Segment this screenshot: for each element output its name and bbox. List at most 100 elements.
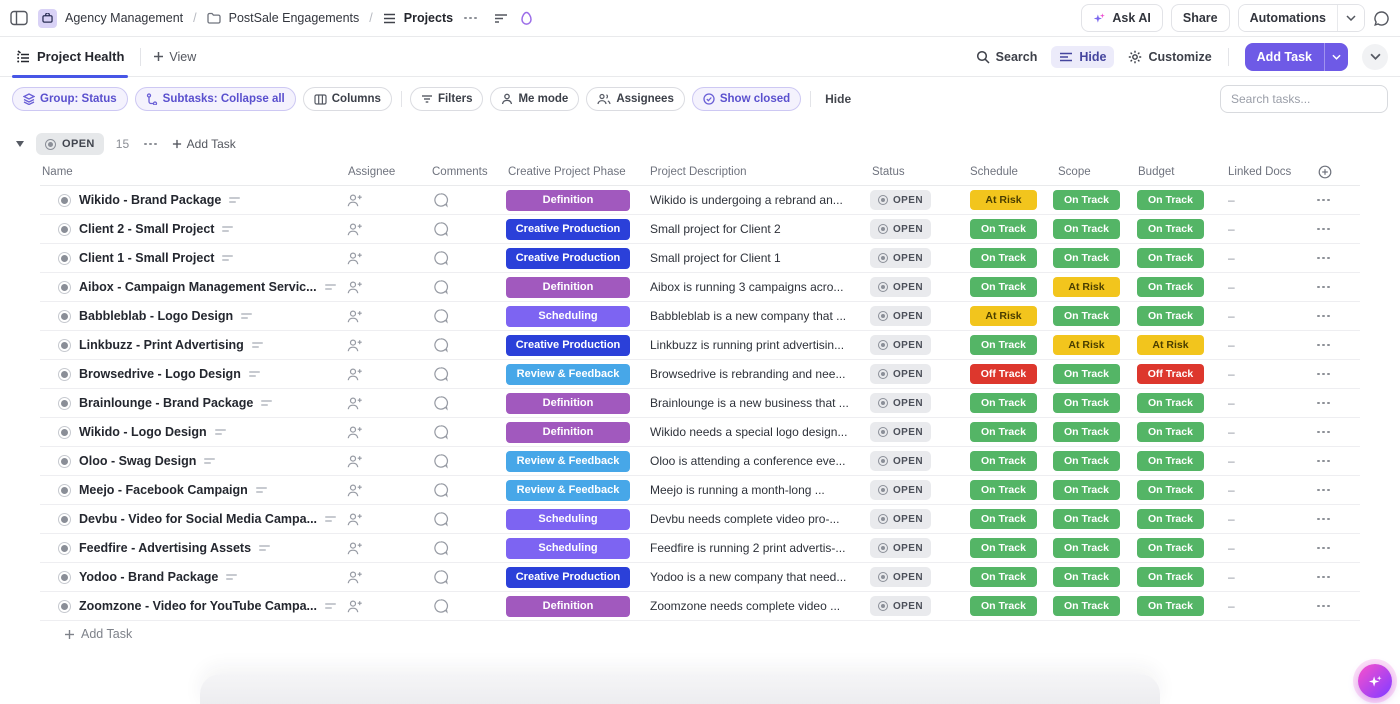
scope-cell[interactable]: On Track xyxy=(1046,393,1130,413)
assignee-cell[interactable] xyxy=(340,338,424,353)
budget-cell[interactable]: On Track xyxy=(1130,451,1214,471)
phase-cell[interactable]: Review & Feedback xyxy=(504,479,634,501)
status-cell[interactable]: OPEN xyxy=(856,509,960,529)
task-name[interactable]: Oloo - Swag Design xyxy=(79,454,197,468)
columns-pill[interactable]: Columns xyxy=(302,87,392,111)
assignee-cell[interactable] xyxy=(340,251,424,266)
schedule-cell[interactable]: At Risk xyxy=(960,190,1046,210)
hide-fields-button[interactable]: Hide xyxy=(1051,45,1115,68)
comments-cell[interactable] xyxy=(424,366,504,382)
assignee-cell[interactable] xyxy=(340,280,424,295)
task-name[interactable]: Wikido - Brand Package xyxy=(79,193,222,207)
linked-docs-cell[interactable]: – xyxy=(1228,280,1235,294)
phase-cell[interactable]: Creative Production xyxy=(504,334,634,356)
task-status-icon[interactable] xyxy=(58,367,71,381)
comments-cell[interactable] xyxy=(424,424,504,440)
assignee-cell[interactable] xyxy=(340,541,424,556)
table-row[interactable]: Meejo - Facebook Campaign Review & Feedb… xyxy=(40,476,1360,505)
task-name[interactable]: Zoomzone - Video for YouTube Campa... xyxy=(79,599,317,613)
assignee-cell[interactable] xyxy=(340,454,424,469)
phase-cell[interactable]: Definition xyxy=(504,392,634,414)
status-cell[interactable]: OPEN xyxy=(856,567,960,587)
budget-cell[interactable]: On Track xyxy=(1130,567,1214,587)
project-description[interactable]: Wikido is undergoing a rebrand an... xyxy=(650,193,843,207)
row-more-button[interactable] xyxy=(1312,372,1360,376)
project-description[interactable]: Devbu needs complete video pro-... xyxy=(650,512,840,526)
budget-cell[interactable]: On Track xyxy=(1130,277,1214,297)
task-status-icon[interactable] xyxy=(58,338,71,352)
linked-docs-cell[interactable]: – xyxy=(1228,396,1235,410)
linked-docs-cell[interactable]: – xyxy=(1228,425,1235,439)
automation-egg-icon[interactable] xyxy=(520,11,533,26)
schedule-cell[interactable]: On Track xyxy=(960,219,1046,239)
budget-cell[interactable]: On Track xyxy=(1130,219,1214,239)
schedule-cell[interactable]: On Track xyxy=(960,393,1046,413)
row-more-button[interactable] xyxy=(1312,314,1360,318)
phase-cell[interactable]: Definition xyxy=(504,276,634,298)
schedule-cell[interactable]: On Track xyxy=(960,509,1046,529)
scope-cell[interactable]: On Track xyxy=(1046,190,1130,210)
comments-cell[interactable] xyxy=(424,569,504,585)
status-cell[interactable]: OPEN xyxy=(856,335,960,355)
phase-cell[interactable]: Scheduling xyxy=(504,508,634,530)
linked-docs-cell[interactable]: – xyxy=(1228,570,1235,584)
row-more-button[interactable] xyxy=(1312,488,1360,492)
breadcrumb-workspace[interactable]: Agency Management xyxy=(65,11,184,25)
comments-cell[interactable] xyxy=(424,453,504,469)
status-cell[interactable]: OPEN xyxy=(856,277,960,297)
breadcrumb-folder[interactable]: PostSale Engagements xyxy=(228,11,360,25)
column-header-description[interactable]: Project Description xyxy=(650,165,747,178)
scope-cell[interactable]: On Track xyxy=(1046,364,1130,384)
row-more-button[interactable] xyxy=(1312,401,1360,405)
status-cell[interactable]: OPEN xyxy=(856,393,960,413)
assignee-cell[interactable] xyxy=(340,222,424,237)
budget-cell[interactable]: On Track xyxy=(1130,190,1214,210)
project-description[interactable]: Small project for Client 2 xyxy=(650,222,781,236)
assignee-cell[interactable] xyxy=(340,396,424,411)
linked-docs-cell[interactable]: – xyxy=(1228,193,1235,207)
sort-lines-icon[interactable] xyxy=(494,13,508,24)
task-name[interactable]: Wikido - Logo Design xyxy=(79,425,207,439)
assignee-cell[interactable] xyxy=(340,193,424,208)
status-cell[interactable]: OPEN xyxy=(856,538,960,558)
schedule-cell[interactable]: On Track xyxy=(960,596,1046,616)
comments-cell[interactable] xyxy=(424,221,504,237)
table-row[interactable]: Brainlounge - Brand Package Definition B… xyxy=(40,389,1360,418)
schedule-cell[interactable]: On Track xyxy=(960,422,1046,442)
task-status-icon[interactable] xyxy=(58,512,71,526)
status-cell[interactable]: OPEN xyxy=(856,364,960,384)
linked-docs-cell[interactable]: – xyxy=(1228,309,1235,323)
task-name[interactable]: Babbleblab - Logo Design xyxy=(79,309,234,323)
project-description[interactable]: Linkbuzz is running print advertisin... xyxy=(650,338,845,352)
customize-button[interactable]: Customize xyxy=(1128,50,1212,64)
budget-cell[interactable]: On Track xyxy=(1130,480,1214,500)
assignee-cell[interactable] xyxy=(340,512,424,527)
row-more-button[interactable] xyxy=(1312,430,1360,434)
task-status-icon[interactable] xyxy=(58,425,71,439)
task-status-icon[interactable] xyxy=(58,483,71,497)
task-name[interactable]: Aibox - Campaign Management Servic... xyxy=(79,280,317,294)
task-name[interactable]: Yodoo - Brand Package xyxy=(79,570,219,584)
add-column-button[interactable] xyxy=(1312,165,1360,179)
phase-cell[interactable]: Creative Production xyxy=(504,566,634,588)
schedule-cell[interactable]: On Track xyxy=(960,335,1046,355)
status-cell[interactable]: OPEN xyxy=(856,306,960,326)
row-more-button[interactable] xyxy=(1312,285,1360,289)
row-more-button[interactable] xyxy=(1312,546,1360,550)
project-description[interactable]: Zoomzone needs complete video ... xyxy=(650,599,841,613)
linked-docs-cell[interactable]: – xyxy=(1228,454,1235,468)
task-name[interactable]: Feedfire - Advertising Assets xyxy=(79,541,252,555)
add-task-chevron-icon[interactable] xyxy=(1324,42,1348,71)
project-description[interactable]: Wikido needs a special logo design... xyxy=(650,425,848,439)
phase-cell[interactable]: Scheduling xyxy=(504,537,634,559)
share-button[interactable]: Share xyxy=(1170,4,1230,32)
comments-cell[interactable] xyxy=(424,482,504,498)
budget-cell[interactable]: On Track xyxy=(1130,248,1214,268)
ai-assistant-button[interactable] xyxy=(1358,664,1392,698)
task-status-icon[interactable] xyxy=(58,570,71,584)
project-description[interactable]: Aibox is running 3 campaigns acro... xyxy=(650,280,844,294)
assignee-cell[interactable] xyxy=(340,367,424,382)
budget-cell[interactable]: On Track xyxy=(1130,393,1214,413)
table-row[interactable]: Client 1 - Small Project Creative Produc… xyxy=(40,244,1360,273)
sidebar-toggle-icon[interactable] xyxy=(10,10,28,26)
